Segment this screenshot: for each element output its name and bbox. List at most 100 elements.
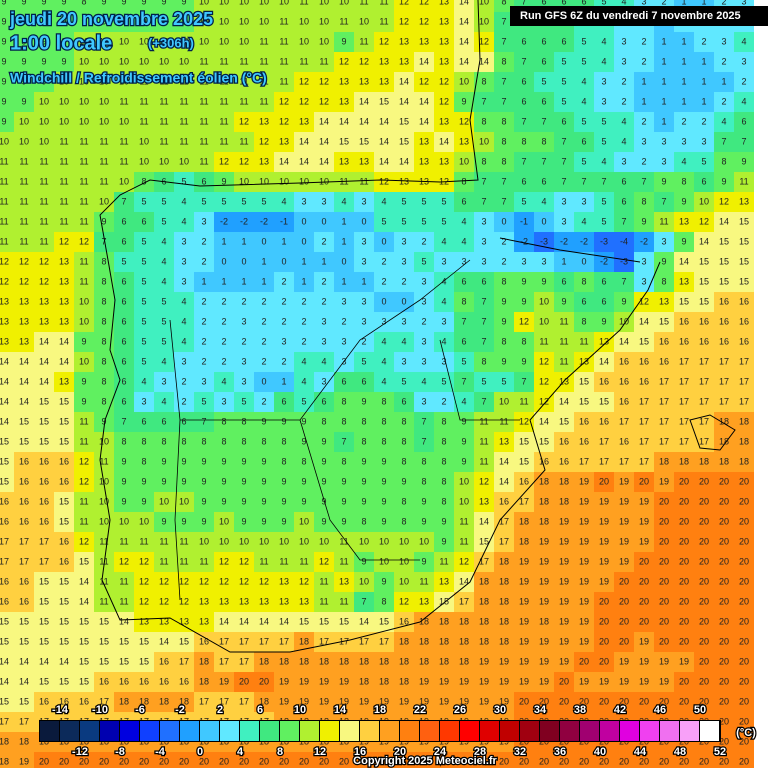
- cell-value: 3: [241, 356, 246, 366]
- cell: [374, 372, 394, 392]
- cell-value: 12: [439, 76, 449, 86]
- cell: [234, 332, 254, 352]
- cell-value: 11: [19, 236, 28, 246]
- cell-value: 10: [119, 116, 129, 126]
- cell-value: 10: [539, 316, 549, 326]
- cell-value: 13: [259, 156, 269, 166]
- cell-value: 20: [699, 596, 709, 606]
- cell-value: 18: [699, 456, 709, 466]
- cell-value: 17: [599, 436, 609, 446]
- cell-value: 5: [561, 56, 566, 66]
- cell-value: 8: [181, 436, 186, 446]
- colorbar-box: [180, 721, 199, 741]
- cell: [714, 192, 734, 212]
- cell-value: 14: [79, 576, 89, 586]
- cell-value: 12: [39, 256, 49, 266]
- cell: [654, 292, 674, 312]
- cell-value: 14: [0, 676, 9, 686]
- cell: [254, 192, 274, 212]
- cell: [194, 0, 214, 12]
- cell-value: 14: [499, 476, 509, 486]
- cell-value: 2: [261, 296, 266, 306]
- cell: [594, 392, 614, 412]
- cell: [214, 332, 234, 352]
- colorbar-box: [440, 721, 459, 741]
- cell: [34, 272, 54, 292]
- cell: [54, 112, 74, 132]
- cell-value: 15: [579, 376, 589, 386]
- cell-value: 10: [259, 536, 269, 546]
- cell-value: 17: [739, 396, 749, 406]
- cell-value: 9: [41, 56, 46, 66]
- cell-value: 2: [261, 336, 266, 346]
- cell-value: 18: [459, 636, 469, 646]
- cell: [334, 272, 354, 292]
- cell: [274, 0, 294, 12]
- cell: [174, 172, 194, 192]
- cell: [54, 172, 74, 192]
- cell-value: 9: [181, 456, 186, 466]
- cell-value: 14: [399, 156, 409, 166]
- cell-value: 10: [139, 56, 149, 66]
- cell: [494, 72, 514, 92]
- cell: [514, 312, 534, 332]
- cell-value: 14: [539, 416, 549, 426]
- cell: [274, 72, 294, 92]
- cell-value: 3: [301, 196, 306, 206]
- cell: [334, 72, 354, 92]
- cell: [374, 72, 394, 92]
- cell-value: 6: [541, 176, 546, 186]
- cell-value: 10: [319, 36, 329, 46]
- cell-value: 1: [361, 276, 366, 286]
- cell-value: 4: [301, 376, 306, 386]
- cell-value: 17: [0, 716, 9, 726]
- cell-value: 9: [441, 516, 446, 526]
- cell: [654, 132, 674, 152]
- cell-value: 9: [1, 116, 6, 126]
- cell-value: 0: [321, 216, 326, 226]
- cell-value: 20: [739, 556, 749, 566]
- cell: [74, 392, 94, 412]
- cell: [34, 212, 54, 232]
- cell-value: 16: [0, 516, 9, 526]
- cell-value: 15: [739, 236, 749, 246]
- cell: [14, 92, 34, 112]
- cell: [34, 12, 54, 32]
- cell-value: -2: [640, 236, 648, 246]
- cell: [534, 332, 554, 352]
- cell-value: 20: [719, 676, 729, 686]
- cell: [174, 192, 194, 212]
- cell-value: 7: [121, 416, 126, 426]
- colorbar-box: [360, 721, 379, 741]
- cell-value: 15: [659, 316, 669, 326]
- cell: [114, 52, 134, 72]
- cell-value: 18: [659, 456, 669, 466]
- cell: [274, 212, 294, 232]
- cell-value: 19: [599, 576, 609, 586]
- cell: [54, 212, 74, 232]
- cell-value: 11: [19, 176, 28, 186]
- cell-value: 9: [381, 456, 386, 466]
- cell: [334, 192, 354, 212]
- cell: [534, 112, 554, 132]
- cell-value: 1: [661, 36, 666, 46]
- cell-value: 15: [379, 616, 389, 626]
- cell-value: 14: [399, 76, 409, 86]
- cell: [254, 352, 274, 372]
- cell-value: 14: [79, 596, 89, 606]
- cell: [374, 152, 394, 172]
- cell-value: 4: [421, 376, 426, 386]
- cell: [214, 112, 234, 132]
- cell-value: 9: [321, 516, 326, 526]
- cell: [254, 72, 274, 92]
- cell-value: 3: [221, 396, 226, 406]
- cell-value: 10: [19, 136, 29, 146]
- cell-value: 12: [419, 16, 429, 26]
- cell-value: -2: [580, 236, 588, 246]
- cell: [354, 172, 374, 192]
- cell-value: 17: [699, 356, 709, 366]
- cell-value: 14: [319, 156, 329, 166]
- cell: [154, 12, 174, 32]
- cell-value: 15: [79, 636, 89, 646]
- cell-value: 11: [159, 96, 168, 106]
